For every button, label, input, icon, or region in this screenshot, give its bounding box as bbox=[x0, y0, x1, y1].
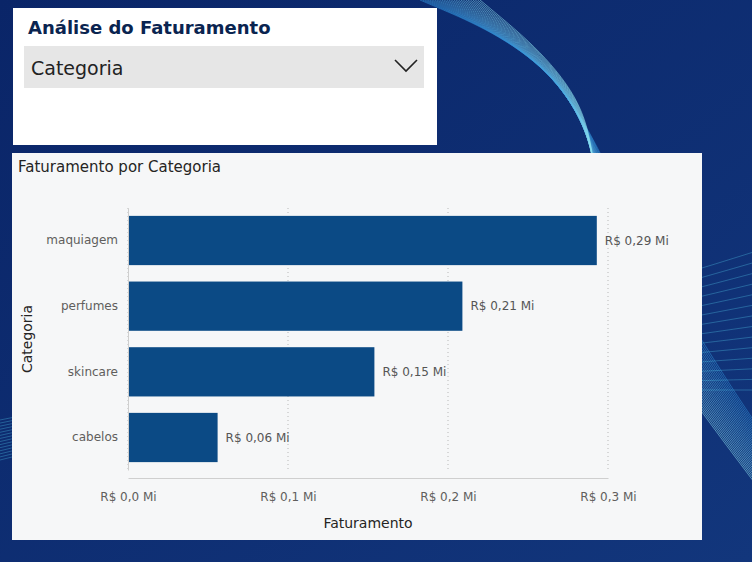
y-tick: perfumes bbox=[61, 299, 128, 313]
chart-panel bbox=[12, 153, 702, 540]
x-tick-label: R$ 0,3 Mi bbox=[580, 490, 636, 504]
y-tick-label: maquiagem bbox=[46, 233, 118, 247]
x-tick: R$ 0,2 Mi bbox=[420, 478, 476, 504]
y-tick-label: perfumes bbox=[61, 299, 118, 313]
x-axis: R$ 0,0 Mi R$ 0,1 Mi R$ 0,2 Mi R$ 0,3 Mi bbox=[100, 478, 636, 504]
bars bbox=[128, 216, 597, 462]
chart-title: Faturamento por Categoria bbox=[18, 158, 221, 176]
x-tick: R$ 0,1 Mi bbox=[260, 478, 316, 504]
y-axis: maquiagem perfumes skincare cabelos bbox=[46, 209, 128, 471]
y-tick-label: skincare bbox=[68, 365, 118, 379]
bar bbox=[128, 282, 462, 331]
y-axis-title: Categoria bbox=[19, 305, 35, 373]
data-label: R$ 0,15 Mi bbox=[382, 365, 446, 379]
y-axis-line bbox=[128, 209, 129, 471]
x-tick-label: R$ 0,0 Mi bbox=[100, 490, 156, 504]
data-label: R$ 0,29 Mi bbox=[605, 234, 669, 248]
bar bbox=[128, 413, 218, 462]
dropdown-chevron bbox=[395, 60, 417, 71]
y-tick: skincare bbox=[68, 365, 128, 379]
y-tick-label: cabelos bbox=[72, 430, 118, 444]
x-tick: R$ 0,3 Mi bbox=[580, 478, 636, 504]
grid bbox=[128, 208, 608, 470]
background bbox=[0, 0, 752, 562]
y-tick: cabelos bbox=[72, 430, 128, 444]
x-axis-title: Faturamento bbox=[323, 515, 412, 531]
slicer-title: Análise do Faturamento bbox=[28, 17, 271, 38]
x-tick: R$ 0,0 Mi bbox=[100, 478, 156, 504]
data-labels: R$ 0,29 Mi R$ 0,21 Mi R$ 0,15 Mi R$ 0,06 Mi bbox=[226, 234, 669, 445]
bar bbox=[128, 347, 374, 396]
data-label: R$ 0,21 Mi bbox=[470, 299, 534, 313]
bar bbox=[128, 216, 597, 265]
x-tick-label: R$ 0,2 Mi bbox=[420, 490, 476, 504]
x-axis-line bbox=[129, 478, 609, 479]
grid-line bbox=[128, 208, 129, 470]
slicer-panel bbox=[13, 8, 437, 145]
data-label: R$ 0,06 Mi bbox=[226, 431, 290, 445]
y-tick: maquiagem bbox=[46, 233, 128, 247]
slicer-dropdown[interactable] bbox=[24, 46, 424, 88]
x-tick-label: R$ 0,1 Mi bbox=[260, 490, 316, 504]
slicer-field: Categoria bbox=[31, 57, 123, 79]
